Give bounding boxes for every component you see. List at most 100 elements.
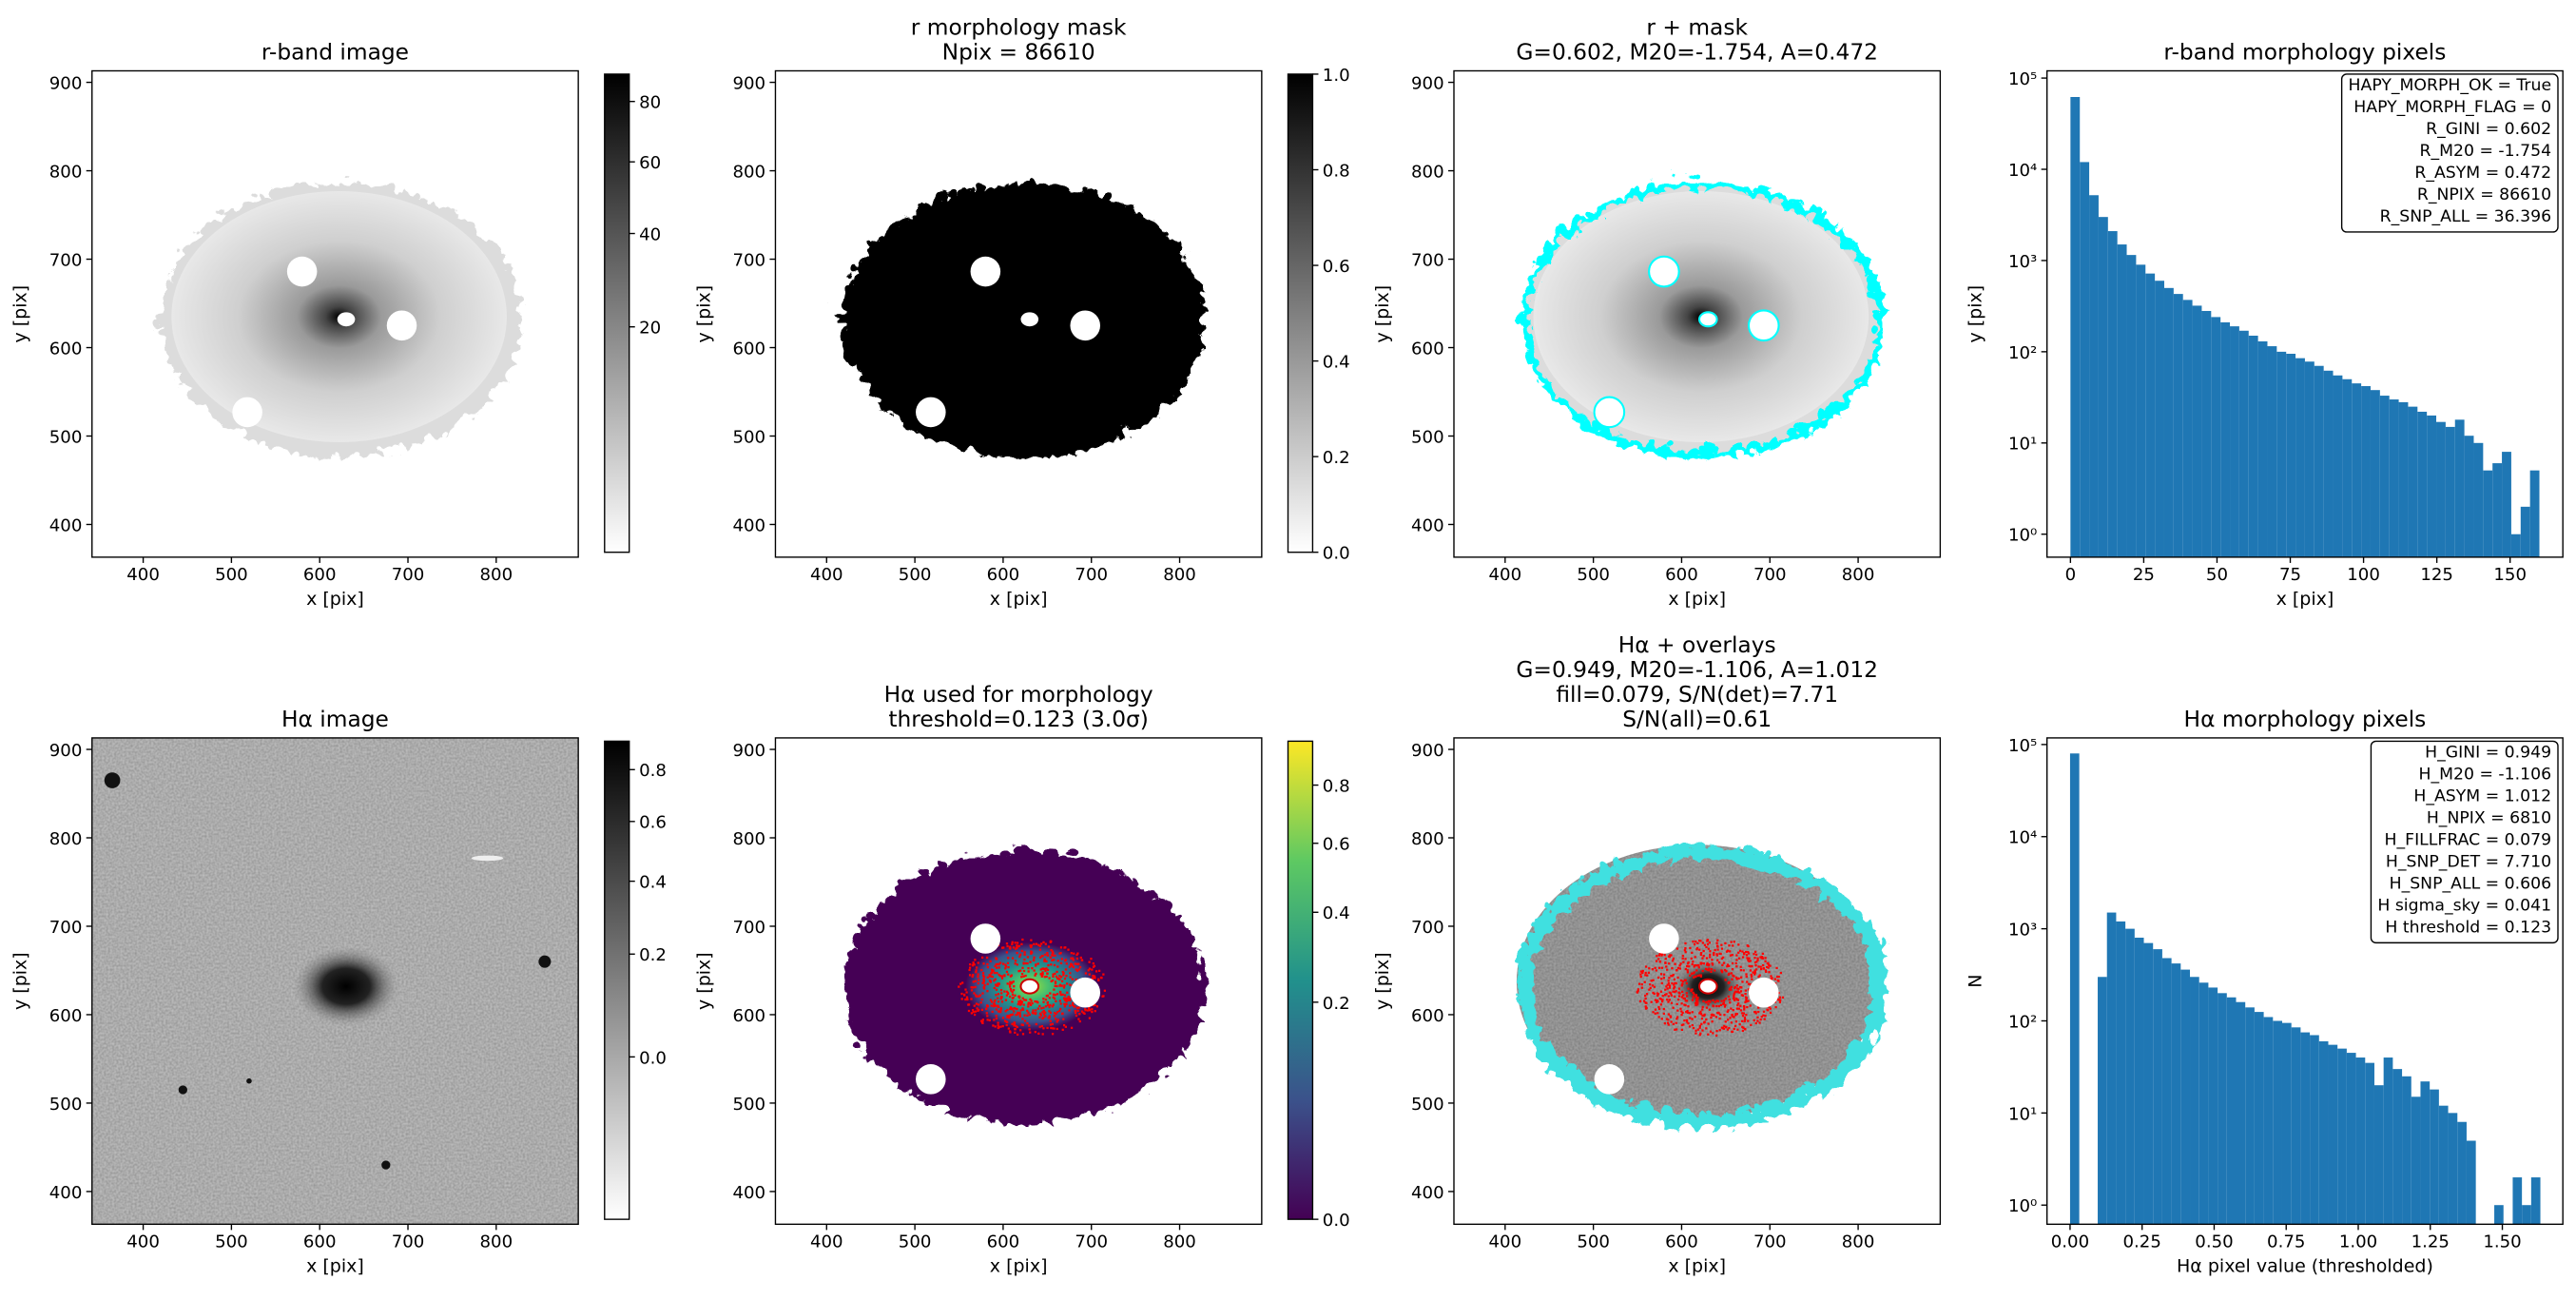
detected-pixel (1059, 1007, 1062, 1011)
x-tick-label: 500 (215, 565, 248, 585)
detected-pixel (1686, 971, 1690, 974)
detected-pixel (1675, 990, 1677, 993)
detected-pixel (1063, 1005, 1067, 1008)
detected-pixel (1054, 981, 1057, 984)
detected-pixel (1022, 1003, 1025, 1006)
core-mask (1697, 311, 1718, 328)
detected-pixel (1685, 981, 1689, 985)
core-mask (1019, 978, 1040, 995)
detected-pixel (1051, 950, 1054, 953)
detected-pixel (1666, 987, 1669, 990)
detected-pixel (1011, 991, 1014, 994)
detected-pixel (1654, 966, 1656, 969)
detected-pixel (1636, 991, 1639, 994)
detected-pixel (1019, 999, 1022, 1002)
histogram-bar (2473, 442, 2484, 557)
detected-pixel (996, 966, 998, 969)
detected-pixel (1686, 1010, 1689, 1013)
detected-pixel (1656, 1012, 1659, 1015)
detected-pixel (1695, 998, 1698, 1000)
detected-pixel (1087, 969, 1090, 972)
detected-pixel (1654, 999, 1657, 1001)
detected-pixel (1723, 1005, 1727, 1008)
y-tick-label: 500 (1411, 1095, 1444, 1115)
y-axis-label: y [pix] (10, 952, 31, 1010)
detected-pixel (1769, 1011, 1772, 1015)
detected-pixel (1043, 976, 1046, 979)
detected-pixel (1747, 959, 1750, 961)
detected-pixel (1725, 950, 1729, 953)
detected-pixel (1768, 1006, 1771, 1009)
histogram-bar (2295, 358, 2305, 557)
detected-pixel (1059, 952, 1062, 955)
detected-pixel (1086, 1009, 1089, 1012)
x-tick-label: 700 (392, 1232, 425, 1252)
detected-pixel (1059, 961, 1063, 964)
detected-pixel (971, 1009, 975, 1012)
x-tick-label: 800 (480, 565, 513, 585)
histogram-bar (2117, 244, 2127, 557)
image-region (838, 177, 1200, 453)
histogram-bar (2304, 361, 2315, 557)
detected-pixel (1679, 1007, 1682, 1010)
detected-pixel (1732, 974, 1734, 977)
detected-pixel (1701, 1008, 1704, 1011)
detected-pixel (1736, 991, 1739, 994)
detected-pixel (1040, 975, 1043, 978)
detected-pixel (1734, 1020, 1738, 1023)
detected-pixel (1639, 975, 1642, 979)
detected-pixel (1699, 952, 1703, 955)
detected-pixel (1683, 1003, 1686, 1006)
detected-pixel (1064, 997, 1067, 999)
detected-pixel (1665, 993, 1668, 996)
detected-pixel (1696, 1003, 1699, 1006)
histogram-bar (2300, 1032, 2311, 1225)
detected-pixel (1677, 995, 1681, 998)
panel: 400 500 600 700 800 400 500 600 700 800 900 x [pix]… (10, 39, 662, 610)
detected-pixel (1014, 1028, 1017, 1031)
x-tick-label: 700 (1075, 565, 1108, 585)
detected-pixel (1702, 1021, 1706, 1024)
y-tick-label: 700 (49, 250, 83, 270)
detected-pixel (1694, 956, 1696, 959)
detected-pixel (1667, 995, 1670, 998)
detected-pixel (981, 992, 984, 995)
detected-pixel (1739, 990, 1743, 993)
detected-pixel (1661, 1000, 1664, 1003)
detected-pixel (1001, 1017, 1005, 1019)
detected-pixel (1034, 974, 1036, 977)
detected-pixel (977, 1008, 980, 1012)
x-tick-label: 500 (899, 565, 932, 585)
detected-pixel (1667, 980, 1670, 982)
detected-pixel (1062, 986, 1066, 989)
detected-pixel (980, 1019, 983, 1022)
detected-pixel (1094, 970, 1098, 973)
detected-pixel (993, 971, 997, 975)
detected-pixel (1649, 983, 1652, 986)
detected-pixel (988, 974, 991, 977)
detected-pixel (1722, 956, 1725, 959)
detected-pixel (994, 999, 997, 1001)
annotation-line: R_M20 = -1.754 (2419, 142, 2551, 161)
detected-pixel (1734, 961, 1737, 965)
detected-pixel (1682, 997, 1685, 999)
detected-pixel (1001, 1024, 1004, 1028)
detected-pixel (1673, 983, 1675, 986)
detected-pixel (1671, 967, 1674, 970)
histogram-bar (2379, 396, 2390, 557)
detected-pixel (1062, 1024, 1066, 1027)
detected-pixel (1040, 942, 1043, 945)
detected-pixel (1756, 959, 1759, 961)
detected-pixel (1056, 960, 1059, 962)
detected-pixel (1724, 979, 1727, 981)
detected-pixel (1065, 1002, 1068, 1006)
detected-pixel (972, 980, 975, 983)
x-axis-label: x [pix] (990, 1255, 1048, 1276)
x-tick-label: 150 (2493, 565, 2527, 585)
detected-pixel (1006, 1016, 1009, 1019)
x-axis-label: x [pix] (2276, 589, 2334, 610)
detected-pixel (1747, 999, 1750, 1002)
detected-pixel (1680, 1028, 1683, 1031)
detected-pixel (1698, 1024, 1702, 1028)
detected-pixel (1723, 999, 1726, 1002)
